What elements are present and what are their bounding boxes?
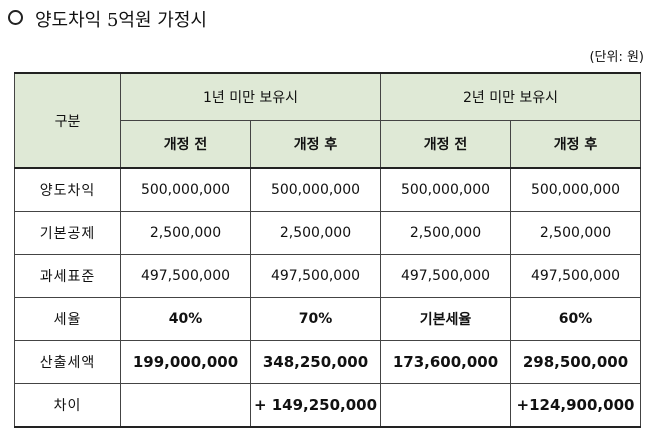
cell-value: 497,500,000 [380,254,511,298]
header-group-1year: 1년 미만 보유시 [120,72,381,121]
cell-value: 199,000,000 [120,340,251,384]
header-row-groups: 구분 1년 미만 보유시 2년 미만 보유시 [14,72,641,169]
cell-value: 497,500,000 [250,254,381,298]
table-row: 차이 + 149,250,000 +124,900,000 [14,383,641,428]
header-sub-before: 개정 전 [380,120,511,169]
cell-value: 2,500,000 [380,211,511,255]
cell-value: + 149,250,000 [250,383,381,428]
cell-value: 40% [120,297,251,341]
cell-value: 497,500,000 [510,254,641,298]
table-row: 양도차익 500,000,000 500,000,000 500,000,000… [14,167,641,212]
cell-value [120,383,251,428]
row-label: 차이 [14,383,121,428]
header-category: 구분 [14,72,121,169]
cell-value: 기본세율 [380,297,511,341]
row-label: 기본공제 [14,211,121,255]
cell-value: 173,600,000 [380,340,511,384]
cell-value: 60% [510,297,641,341]
title-text: 양도차익 5억원 가정시 [35,10,207,31]
header-group-2year: 2년 미만 보유시 [380,72,641,121]
cell-value: 2,500,000 [120,211,251,255]
cell-value: 497,500,000 [120,254,251,298]
unit-note: (단위: 원) [589,50,644,65]
row-label: 산출세액 [14,340,121,384]
table-row: 산출세액 199,000,000 348,250,000 173,600,000… [14,340,641,384]
table-row: 세율 40% 70% 기본세율 60% [14,297,641,341]
tax-comparison-table: 구분 1년 미만 보유시 2년 미만 보유시 개정 전 개정 후 개정 전 개정… [14,72,641,428]
cell-value: 500,000,000 [380,167,511,212]
cell-value [380,383,511,428]
header-sub-before: 개정 전 [120,120,251,169]
cell-value: 500,000,000 [250,167,381,212]
row-label: 과세표준 [14,254,121,298]
row-label: 양도차익 [14,167,121,212]
cell-value: 70% [250,297,381,341]
cell-value: 2,500,000 [510,211,641,255]
document-title: 양도차익 5억원 가정시 [8,6,207,32]
circle-bullet-icon [8,10,23,25]
cell-value: 348,250,000 [250,340,381,384]
cell-value: 500,000,000 [510,167,641,212]
cell-value: 298,500,000 [510,340,641,384]
header-row-sub: 개정 전 개정 후 개정 전 개정 후 [15,120,641,169]
table-row: 과세표준 497,500,000 497,500,000 497,500,000… [14,254,641,298]
cell-value: +124,900,000 [510,383,641,428]
header-sub-after: 개정 후 [250,120,381,169]
table-row: 기본공제 2,500,000 2,500,000 2,500,000 2,500… [14,211,641,255]
cell-value: 2,500,000 [250,211,381,255]
row-label: 세율 [14,297,121,341]
cell-value: 500,000,000 [120,167,251,212]
header-sub-after: 개정 후 [510,120,641,169]
